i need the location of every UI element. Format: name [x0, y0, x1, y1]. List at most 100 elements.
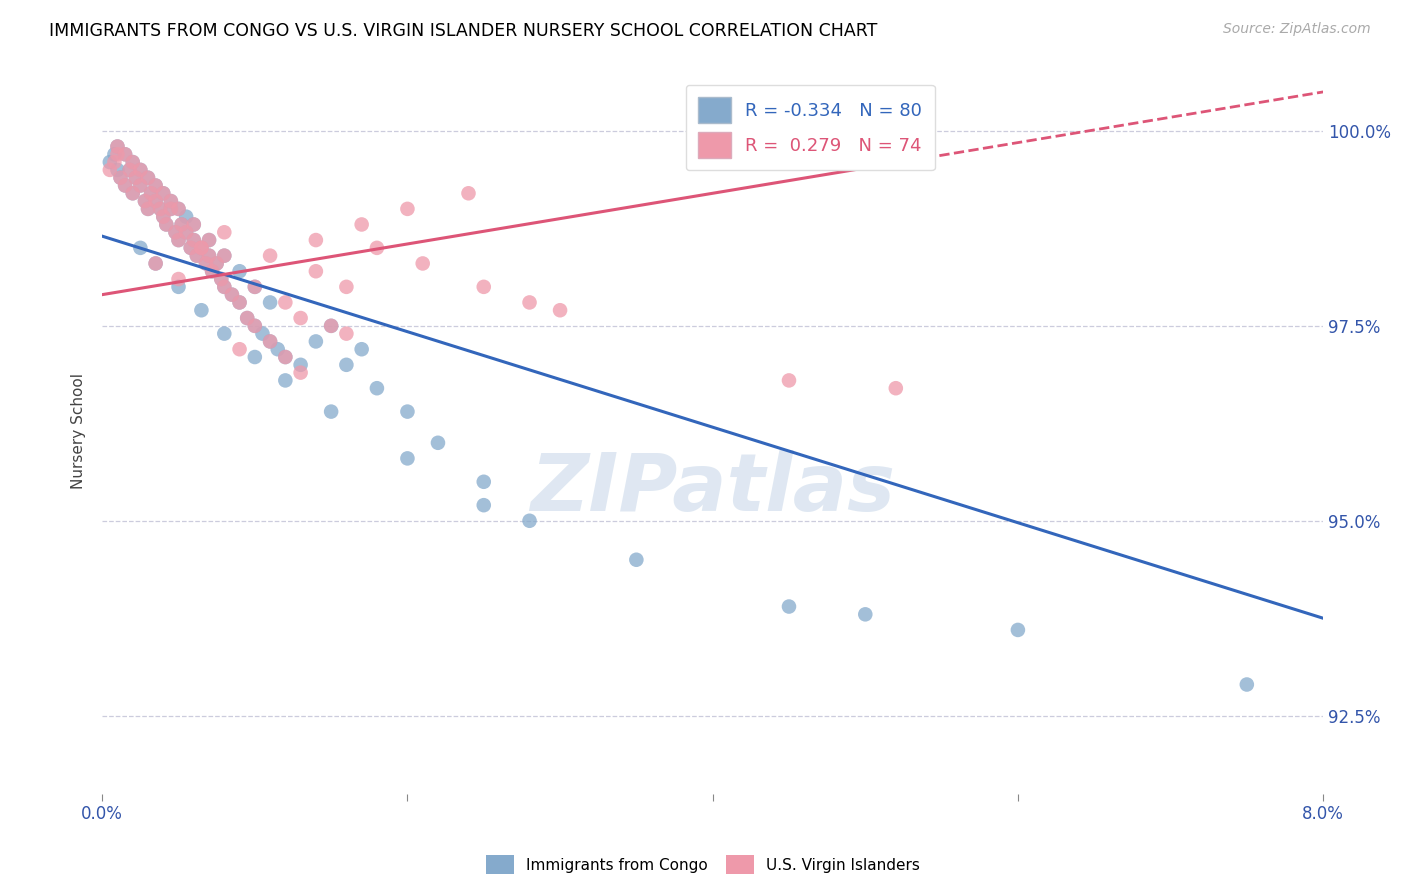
Point: [335, 280, 357, 294]
Point: [145, 194, 167, 208]
Point: [165, 225, 187, 239]
Point: [118, 162, 141, 177]
Point: [145, 256, 167, 270]
Point: [167, 202, 190, 216]
Point: [114, 178, 136, 193]
Point: [160, 202, 183, 216]
Point: [129, 178, 152, 193]
Point: [114, 147, 136, 161]
Point: [183, 218, 205, 232]
Legend: Immigrants from Congo, U.S. Virgin Islanders: Immigrants from Congo, U.S. Virgin Islan…: [481, 849, 925, 880]
Point: [243, 280, 266, 294]
Point: [472, 498, 495, 512]
Point: [853, 607, 876, 622]
Point: [183, 233, 205, 247]
Point: [121, 186, 143, 201]
Point: [236, 311, 259, 326]
Point: [198, 249, 221, 263]
Point: [134, 194, 156, 208]
Point: [259, 334, 281, 349]
Point: [274, 295, 297, 310]
Point: [98, 155, 121, 169]
Point: [519, 295, 541, 310]
Point: [167, 272, 190, 286]
Point: [125, 170, 148, 185]
Point: [167, 233, 190, 247]
Point: [205, 256, 228, 270]
Point: [180, 241, 202, 255]
Point: [145, 178, 167, 193]
Point: [186, 249, 208, 263]
Point: [221, 287, 243, 301]
Point: [305, 264, 328, 278]
Point: [321, 318, 343, 333]
Point: [160, 194, 183, 208]
Point: [152, 210, 174, 224]
Point: [180, 241, 202, 255]
Point: [170, 218, 193, 232]
Point: [129, 241, 152, 255]
Point: [195, 256, 218, 270]
Point: [396, 202, 419, 216]
Point: [167, 233, 190, 247]
Point: [174, 225, 197, 239]
Point: [139, 186, 162, 201]
Point: [274, 350, 297, 364]
Point: [228, 343, 250, 357]
Point: [134, 194, 156, 208]
Point: [103, 147, 125, 161]
Point: [243, 280, 266, 294]
Point: [195, 256, 218, 270]
Point: [412, 256, 434, 270]
Point: [110, 170, 132, 185]
Point: [165, 225, 187, 239]
Point: [321, 318, 343, 333]
Point: [136, 202, 159, 216]
Point: [114, 178, 136, 193]
Text: Source: ZipAtlas.com: Source: ZipAtlas.com: [1223, 22, 1371, 37]
Point: [107, 162, 129, 177]
Point: [214, 280, 236, 294]
Point: [290, 311, 312, 326]
Point: [198, 249, 221, 263]
Point: [243, 318, 266, 333]
Point: [1007, 623, 1029, 637]
Point: [209, 272, 232, 286]
Point: [778, 373, 800, 387]
Point: [121, 186, 143, 201]
Legend: R = -0.334   N = 80, R =  0.279   N = 74: R = -0.334 N = 80, R = 0.279 N = 74: [686, 85, 935, 170]
Point: [259, 249, 281, 263]
Point: [228, 295, 250, 310]
Point: [174, 225, 197, 239]
Point: [252, 326, 274, 341]
Point: [778, 599, 800, 614]
Point: [321, 404, 343, 418]
Point: [626, 553, 648, 567]
Point: [472, 280, 495, 294]
Point: [290, 358, 312, 372]
Point: [201, 264, 224, 278]
Point: [190, 241, 212, 255]
Point: [103, 155, 125, 169]
Point: [145, 178, 167, 193]
Point: [305, 233, 328, 247]
Point: [472, 475, 495, 489]
Point: [152, 210, 174, 224]
Y-axis label: Nursery School: Nursery School: [72, 373, 86, 489]
Point: [136, 170, 159, 185]
Point: [121, 155, 143, 169]
Text: ZIPatlas: ZIPatlas: [530, 450, 896, 528]
Point: [186, 249, 208, 263]
Point: [118, 162, 141, 177]
Point: [457, 186, 479, 201]
Point: [274, 373, 297, 387]
Point: [274, 350, 297, 364]
Point: [149, 202, 172, 216]
Point: [214, 249, 236, 263]
Point: [98, 162, 121, 177]
Point: [155, 218, 177, 232]
Point: [214, 326, 236, 341]
Point: [107, 139, 129, 153]
Point: [305, 334, 328, 349]
Point: [426, 435, 449, 450]
